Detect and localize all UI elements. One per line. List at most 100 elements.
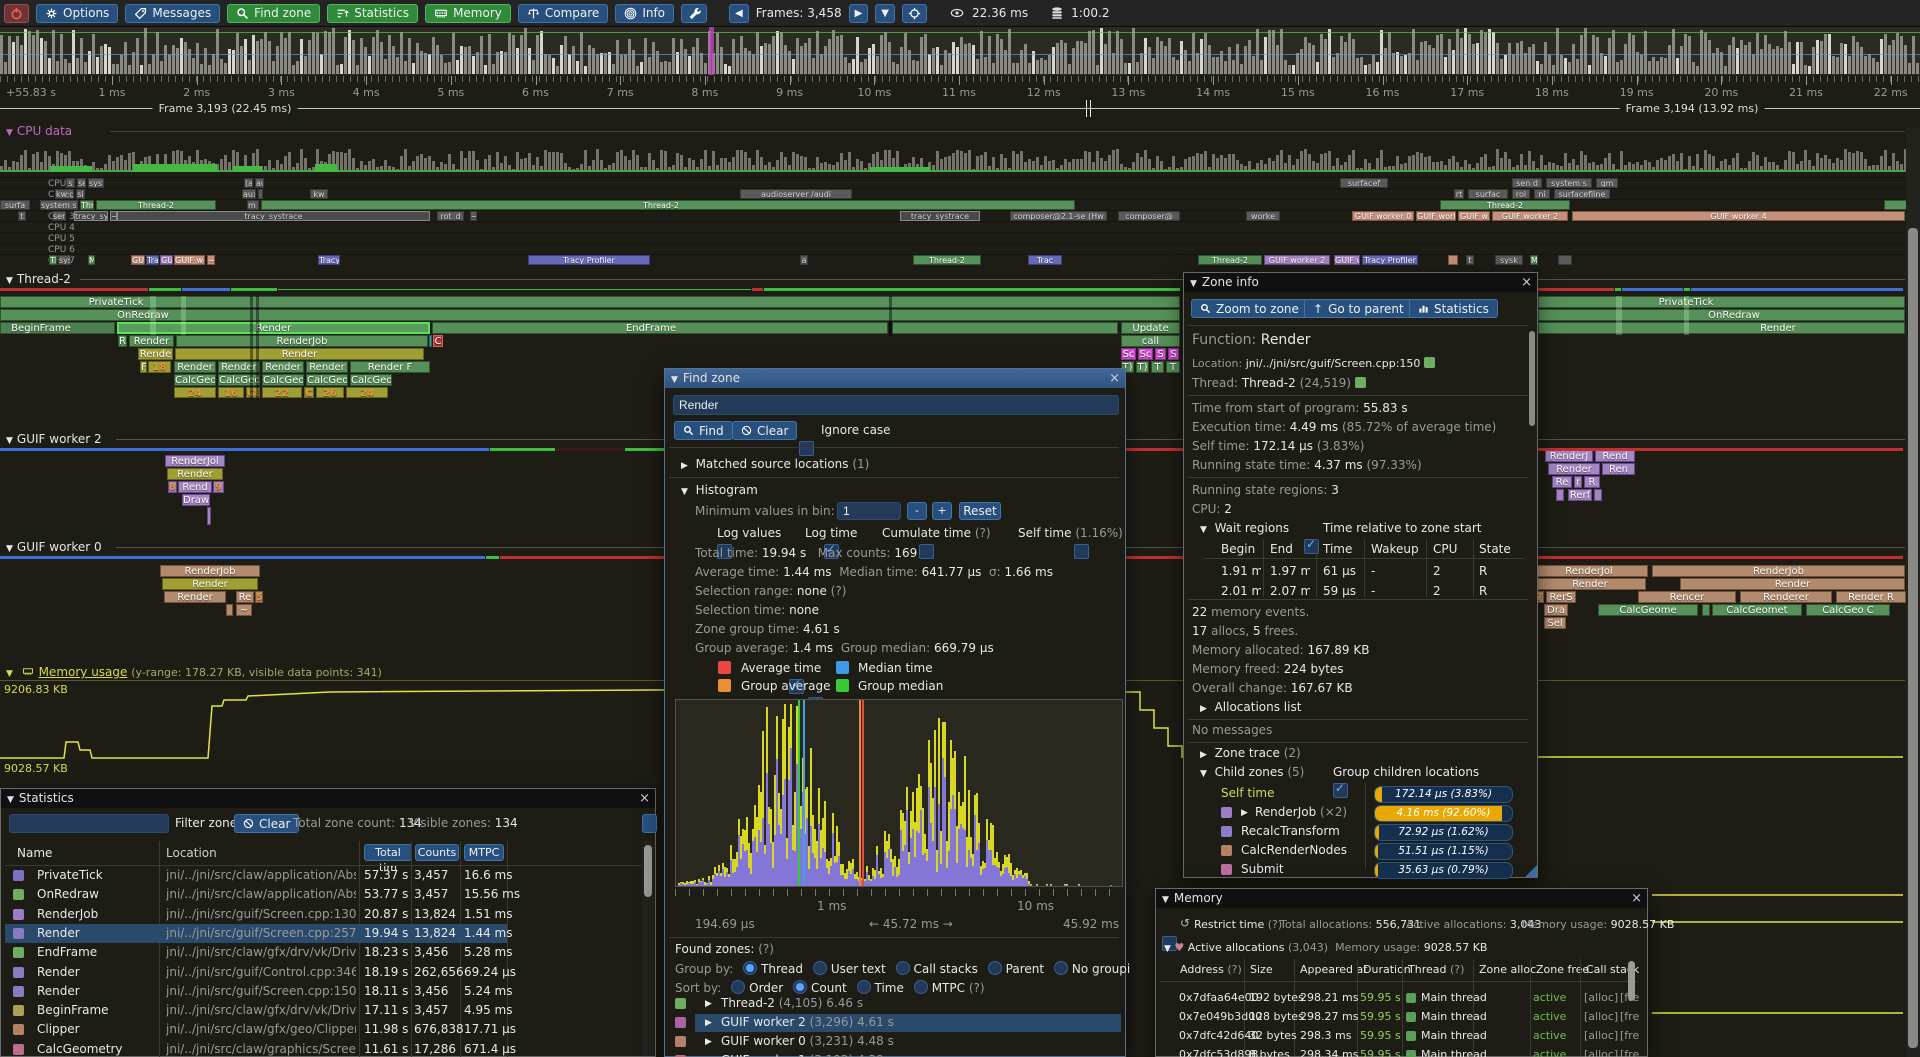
timeline-zone[interactable]: CalcGeome [1598,604,1698,616]
alloc-callstack-free[interactable]: [fre [1620,1048,1640,1057]
timeline-zone[interactable]: si [76,189,85,199]
timeline-zone[interactable]: GUIF [131,255,145,265]
child-zone-row[interactable]: Submit 35.63 µs (0.79%) [1184,862,1534,880]
timeline-zone[interactable]: surfa [0,200,30,210]
timeline-zone[interactable]: CalcGeo [174,374,216,386]
timeline-zone[interactable]: Dra [1544,604,1568,616]
timeline-zone[interactable]: m a [247,200,259,210]
timeline-zone[interactable]: 16 [218,387,244,398]
table-row[interactable]: Render jni/../jni/src/guif/Screen.cpp:257… [1,926,651,946]
frame-bar[interactable]: Frame 3,193 (22.45 ms) Frame 3,194 (13.9… [0,100,1920,118]
collapse-icon[interactable]: ▼ [1162,895,1169,905]
timeline-zone[interactable] [256,296,259,399]
timeline-zone[interactable]: CalcGeomet [1712,604,1802,616]
wait-col-header[interactable]: State [1479,542,1511,556]
timeline-zone[interactable]: rt [1454,189,1464,199]
timeline-zone[interactable]: R [1584,476,1600,488]
collapse-icon[interactable]: ▼ [6,128,13,138]
active-allocations-header[interactable]: ▼ ♥ Active allocations (3,043) Memory us… [1164,941,1488,954]
collapse-icon[interactable]: ▼ [1190,279,1197,289]
timeline-zone[interactable]: sen d [1512,178,1542,188]
timeline-zone[interactable]: Render [174,361,216,373]
timeline-zone[interactable]: call [1121,335,1180,347]
sort-by-count[interactable] [793,980,808,994]
timeline-zone[interactable]: CalcGeo C [1806,604,1890,616]
zone-statistics-button[interactable]: Statistics [1409,299,1498,318]
timeline-zone[interactable] [181,296,186,335]
timeline-zone[interactable]: Re [236,591,254,603]
timeline-zone[interactable]: s [66,178,75,188]
overview-frame-marker[interactable] [709,27,714,75]
timeline-zone[interactable]: Render [162,578,258,590]
stats-col-mtpc[interactable]: MTPC [464,844,504,861]
zoom-to-zone-button[interactable]: Zoom to zone [1191,299,1308,318]
timeline-zone[interactable]: ser [52,211,66,221]
info-button[interactable]: Info [615,3,675,23]
timeline-zone[interactable]: T [1166,361,1180,373]
wait-col-header[interactable]: CPU [1433,542,1458,556]
found-zone-row[interactable]: ▶ GUIF worker 0 (3,231) 4.48 s [665,1034,1121,1053]
group-by-call-stacks[interactable] [895,961,910,975]
timeline-zone[interactable]: Ren [1602,463,1635,475]
timeline-zone[interactable]: t [18,211,26,221]
timeline-zone[interactable]: C8 [246,387,260,398]
stats-col-total-time[interactable]: Total tim [364,844,412,874]
stats-scrollbar-thumb[interactable] [644,845,652,897]
timeline-zone[interactable]: ~ [207,255,215,265]
table-row[interactable]: Render jni/../jni/src/guif/Screen.cpp:150… [1,984,651,1004]
timeline-zone[interactable]: Update [1121,322,1180,334]
timeline-zone[interactable]: T [1151,361,1164,373]
timeline-zone[interactable]: C [433,335,443,347]
found-zone-row[interactable]: ▶ GUIF worker 2 (3,296) 4.61 s [665,1015,1121,1034]
timeline-zone[interactable]: ~ [110,211,117,221]
timeline-zone[interactable]: 9 [213,481,224,493]
table-row[interactable]: PrivateTick jni/../jni/src/claw/applicati… [1,868,651,888]
timeline-zone[interactable] [1448,255,1458,265]
timeline-zone[interactable]: Renderer [1740,591,1832,603]
timeline-zone[interactable]: Render [164,591,226,603]
matched-source-locations[interactable]: ▶ Matched source locations (1) [681,457,870,471]
timeline-zone[interactable]: RenderJol [165,455,225,467]
table-row[interactable]: EndFrame jni/../jni/src/claw/gfx/drv/vk/D… [1,945,651,965]
collapse-icon[interactable]: ▼ [6,276,13,286]
timeline-zone[interactable]: M [1530,255,1538,265]
timeline-zone[interactable]: kw:gm [55,189,74,199]
timeline-zone[interactable]: Thread-2 [913,255,981,265]
timeline-zone[interactable]: CalcGeo [350,374,392,386]
collapse-icon[interactable]: ▼ [7,795,14,805]
timeline-zone[interactable]: Tracy. [318,255,340,265]
timeline-zone[interactable]: Sel [1544,617,1566,629]
resize-grip[interactable] [1525,865,1537,877]
timeline-zone[interactable] [1702,604,1710,616]
close-icon[interactable]: × [1109,371,1120,386]
expand-icon[interactable]: ▶ [705,1037,712,1047]
section-cpu-data[interactable]: ▼ CPU data [6,124,73,138]
stats-col-name[interactable]: Name [17,846,53,860]
alloc-callstack-alloc[interactable]: [alloc] [1584,1048,1619,1057]
timeline-zone[interactable]: Render R [1836,591,1906,603]
timeline-zone[interactable]: GUIF wor [174,255,205,265]
tools-button[interactable] [681,3,708,23]
min-bin-increase-button[interactable]: + [932,502,952,520]
timeline-zone[interactable]: au [255,178,264,188]
timeline-zone[interactable]: 22 [262,387,302,398]
timeline-zone[interactable]: Rend [1595,450,1635,462]
log-values-checkbox[interactable] [716,544,732,559]
timeline-zone[interactable]: Rend [178,481,212,493]
find-zone-button[interactable]: Find zone [227,3,321,23]
alloc-callstack-free[interactable]: [fre [1620,1029,1640,1042]
restrict-time-checkbox[interactable] [1162,936,1177,951]
timeline-zone[interactable]: RenderJ [1545,450,1593,462]
timeline-zone[interactable]: S [1155,348,1166,360]
timeline-zone[interactable]: audioserver /audi [740,189,852,199]
timeline-zone[interactable]: Thread-2 [261,200,1075,210]
timeline-zone[interactable]: surfacefline [1554,189,1610,199]
collapse-icon[interactable]: ▼ [6,544,13,554]
timeline-zone[interactable]: Render [167,468,223,480]
timeline-zone[interactable]: system se [40,200,78,210]
timeline-zone[interactable]: RenderJob [176,335,428,347]
timeline-zone[interactable]: surfac [1468,189,1508,199]
timeline-zone[interactable]: a [800,255,808,265]
ignore-case-checkbox[interactable] [799,441,814,456]
goto-frame-button[interactable] [902,3,927,23]
